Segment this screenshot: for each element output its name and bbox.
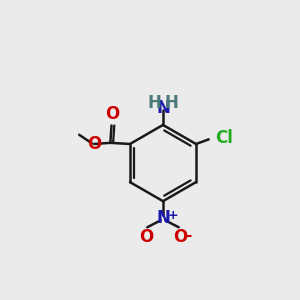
Text: N: N	[156, 209, 170, 227]
Text: +: +	[168, 209, 179, 222]
Text: O: O	[87, 135, 101, 153]
Text: O: O	[139, 228, 153, 246]
Text: O: O	[173, 228, 187, 246]
Text: Cl: Cl	[215, 129, 233, 147]
Text: N: N	[156, 99, 170, 117]
Text: O: O	[106, 104, 120, 122]
Text: -: -	[185, 228, 191, 243]
Text: H: H	[165, 94, 179, 112]
Text: H: H	[147, 94, 161, 112]
